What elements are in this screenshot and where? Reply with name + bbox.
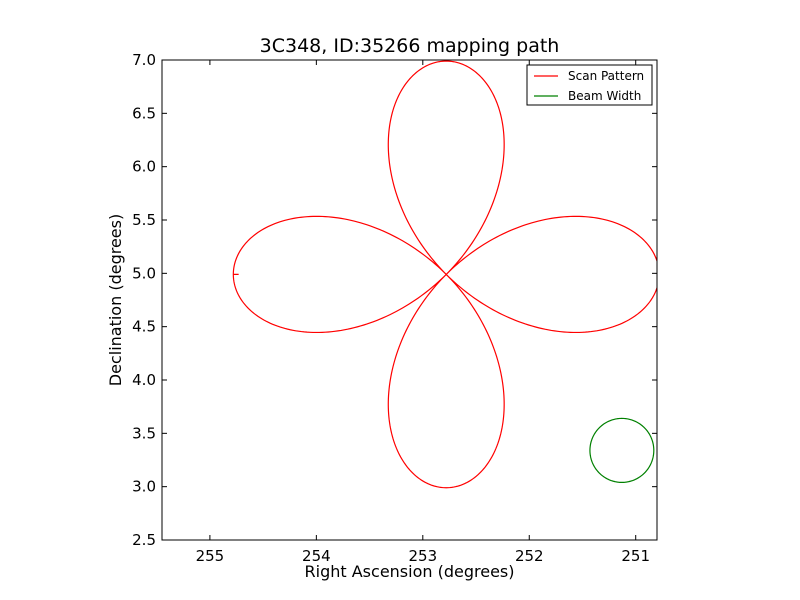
plot-area [162,60,657,540]
legend-box [526,64,653,106]
x-tick-label: 254 [302,547,331,565]
series-layer [232,60,657,489]
x-tick-label: 253 [408,547,437,565]
plot-frame [161,59,658,541]
x-tick-label: 252 [515,547,544,565]
legend: Scan Pattern Beam Width [526,64,653,106]
y-axis-label: Declination (degrees) [106,214,125,386]
x-axis-ticks: 255 254 253 252 251 [196,60,650,565]
legend-label-beam-width: Beam Width [568,89,641,103]
x-tick-label: 251 [621,547,650,565]
y-tick-label: 5.0 [132,264,156,282]
y-tick-label: 4.5 [132,318,156,336]
chart-title: 3C348, ID:35266 mapping path [260,35,560,57]
y-tick-label: 3.0 [132,478,156,496]
series-line-scan-pattern [232,60,657,489]
y-tick-label: 4.0 [132,371,156,389]
y-tick-label: 5.5 [132,211,156,229]
series-line-beam-width [589,417,655,484]
y-tick-label: 2.5 [132,531,156,549]
legend-label-scan-pattern: Scan Pattern [568,69,644,83]
y-tick-label: 6.5 [132,104,156,122]
x-tick-label: 255 [196,547,225,565]
y-tick-label: 7.0 [132,51,156,69]
y-tick-label: 3.5 [132,424,156,442]
y-tick-label: 6.0 [132,158,156,176]
x-axis-label: Right Ascension (degrees) [305,562,515,581]
